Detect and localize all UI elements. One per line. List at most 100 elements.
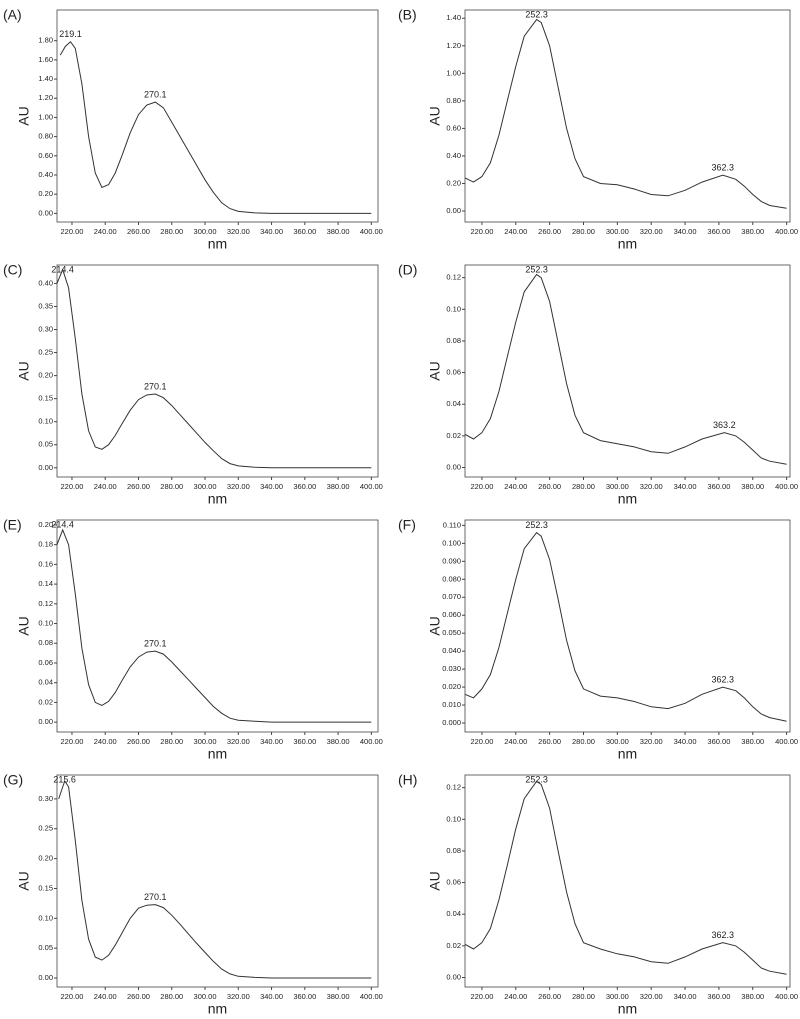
y-axis-label: AU xyxy=(16,361,32,380)
y-tick-label: 1.60 xyxy=(38,55,53,64)
y-axis-label: AU xyxy=(16,871,32,890)
y-tick-label: 1.20 xyxy=(38,93,53,102)
x-tick-label: 320.00 xyxy=(640,482,663,491)
x-tick-label: 380.00 xyxy=(741,992,764,1001)
x-tick-label: 280.00 xyxy=(160,227,183,236)
y-tick-label: 0.00 xyxy=(38,208,53,217)
x-tick-label: 380.00 xyxy=(327,482,350,491)
x-tick-label: 240.00 xyxy=(504,482,527,491)
x-tick-label: 360.00 xyxy=(707,227,730,236)
peak-label: 270.1 xyxy=(144,89,167,99)
peak-label: 215.6 xyxy=(53,774,76,784)
y-tick-label: 1.20 xyxy=(446,41,461,50)
peak-label: 214.4 xyxy=(51,264,74,274)
y-tick-label: 1.40 xyxy=(446,13,461,22)
x-tick-label: 380.00 xyxy=(741,227,764,236)
x-axis-label: nm xyxy=(208,746,227,762)
x-tick-label: 400.00 xyxy=(775,227,798,236)
y-tick-label: 0.00 xyxy=(38,973,53,982)
panel-label: (G) xyxy=(3,772,23,788)
y-tick-label: 0.30 xyxy=(38,325,53,334)
y-tick-label: 0.08 xyxy=(446,846,461,855)
y-tick-label: 0.60 xyxy=(446,123,461,132)
y-tick-label: 0.30 xyxy=(38,794,53,803)
x-tick-label: 320.00 xyxy=(227,737,250,746)
y-tick-label: 0.04 xyxy=(446,399,461,408)
x-tick-label: 220.00 xyxy=(60,482,83,491)
x-tick-label: 220.00 xyxy=(470,482,493,491)
spectrum-line xyxy=(464,531,787,722)
x-tick-label: 300.00 xyxy=(606,227,629,236)
y-tick-label: 0.060 xyxy=(442,610,461,619)
x-tick-label: 240.00 xyxy=(94,482,117,491)
x-tick-label: 320.00 xyxy=(640,737,663,746)
y-tick-label: 0.05 xyxy=(38,440,53,449)
spectrum-line xyxy=(464,273,787,465)
y-tick-label: 0.12 xyxy=(446,783,461,792)
spectrum-line xyxy=(56,528,372,723)
x-tick-label: 400.00 xyxy=(360,992,383,1001)
plot-frame xyxy=(464,519,791,733)
x-tick-label: 340.00 xyxy=(260,992,283,1001)
y-tick-label: 0.40 xyxy=(446,151,461,160)
x-tick-label: 220.00 xyxy=(470,227,493,236)
x-tick-label: 320.00 xyxy=(227,227,250,236)
y-tick-label: 0.00 xyxy=(446,462,461,471)
plot-frame xyxy=(56,9,379,223)
peak-label: 219.1 xyxy=(59,29,82,39)
x-tick-label: 220.00 xyxy=(470,992,493,1001)
plot-frame xyxy=(56,519,379,733)
y-tick-label: 0.60 xyxy=(38,151,53,160)
y-tick-label: 0.08 xyxy=(446,336,461,345)
x-axis-label: nm xyxy=(618,236,637,252)
x-tick-label: 240.00 xyxy=(94,227,117,236)
x-axis-label: nm xyxy=(618,491,637,507)
y-tick-label: 0.00 xyxy=(446,972,461,981)
x-tick-label: 260.00 xyxy=(538,737,561,746)
peak-label: 252.3 xyxy=(525,9,548,19)
y-tick-label: 0.80 xyxy=(446,96,461,105)
y-tick-label: 0.40 xyxy=(38,278,53,287)
x-tick-label: 360.00 xyxy=(293,992,316,1001)
y-tick-label: 0.00 xyxy=(38,463,53,472)
x-tick-label: 300.00 xyxy=(606,482,629,491)
y-tick-label: 0.05 xyxy=(38,943,53,952)
peak-label: 362.3 xyxy=(712,930,735,940)
y-tick-label: 0.10 xyxy=(446,814,461,823)
x-tick-label: 280.00 xyxy=(160,992,183,1001)
x-tick-label: 340.00 xyxy=(260,227,283,236)
y-tick-label: 0.050 xyxy=(442,628,461,637)
panel-label: (E) xyxy=(3,517,22,533)
peak-label: 270.1 xyxy=(144,381,167,391)
x-tick-label: 240.00 xyxy=(504,992,527,1001)
plot-frame xyxy=(56,774,379,988)
x-tick-label: 360.00 xyxy=(293,227,316,236)
x-tick-label: 400.00 xyxy=(775,992,798,1001)
y-tick-label: 1.80 xyxy=(38,36,53,45)
spectrum-line xyxy=(464,18,787,209)
y-tick-label: 0.20 xyxy=(38,189,53,198)
y-tick-label: 0.35 xyxy=(38,301,53,310)
spectrum-line xyxy=(58,779,372,979)
x-tick-label: 220.00 xyxy=(60,737,83,746)
x-tick-label: 380.00 xyxy=(741,482,764,491)
x-tick-label: 220.00 xyxy=(60,992,83,1001)
y-tick-label: 1.00 xyxy=(446,68,461,77)
y-axis-label: AU xyxy=(427,361,443,380)
peak-label: 252.3 xyxy=(525,264,548,274)
y-tick-label: 0.06 xyxy=(38,658,53,667)
panel-label: (C) xyxy=(3,262,22,278)
x-tick-label: 320.00 xyxy=(227,482,250,491)
y-tick-label: 0.04 xyxy=(38,678,53,687)
y-tick-label: 0.18 xyxy=(38,540,53,549)
x-tick-label: 340.00 xyxy=(674,992,697,1001)
spectrum-line xyxy=(56,268,372,469)
x-tick-label: 340.00 xyxy=(260,482,283,491)
x-tick-label: 360.00 xyxy=(293,737,316,746)
x-tick-label: 380.00 xyxy=(327,992,350,1001)
y-tick-label: 0.12 xyxy=(446,273,461,282)
peak-label: 214.4 xyxy=(51,519,74,529)
peak-label: 270.1 xyxy=(144,892,167,902)
x-tick-label: 260.00 xyxy=(127,737,150,746)
x-tick-label: 280.00 xyxy=(572,992,595,1001)
